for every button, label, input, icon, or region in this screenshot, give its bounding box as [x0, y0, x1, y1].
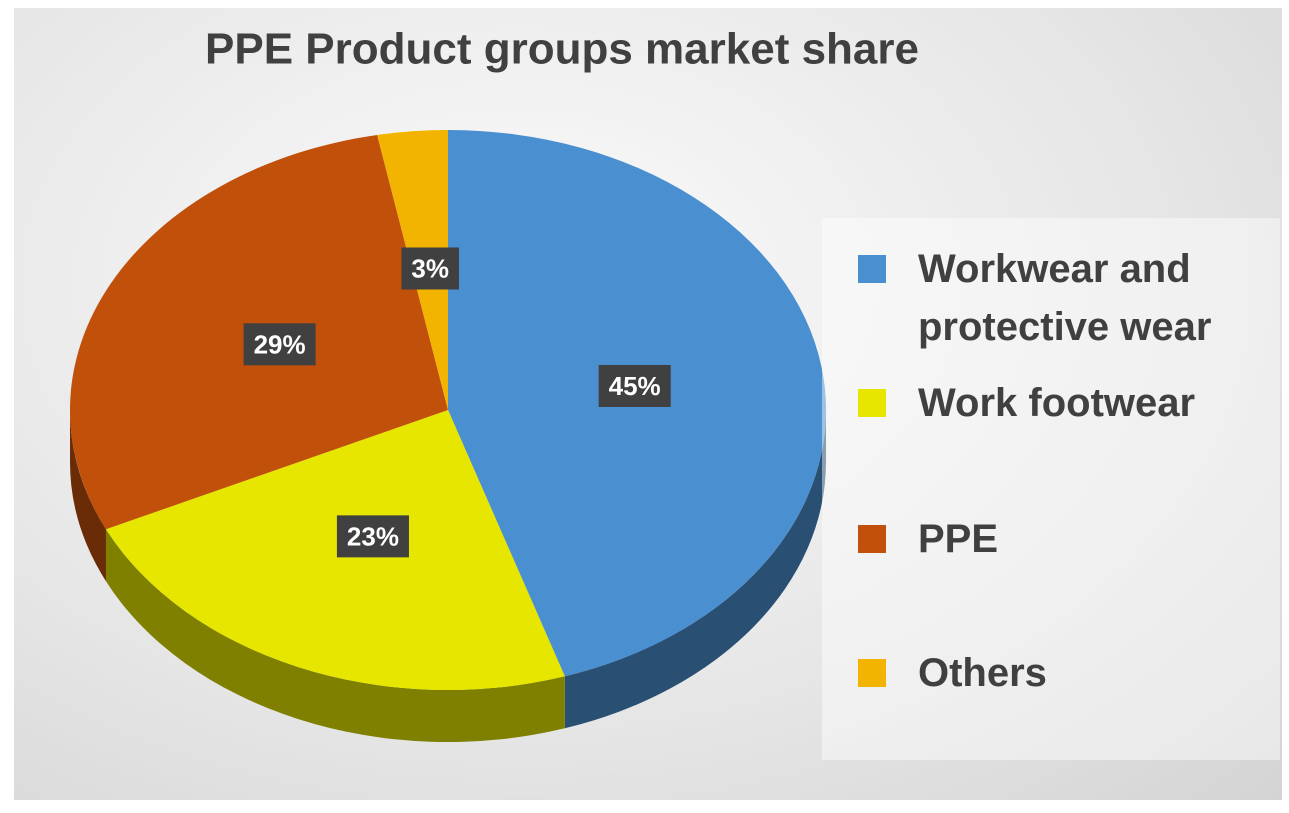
- data-label-box: [401, 247, 460, 290]
- data-label: 45%: [598, 364, 671, 407]
- legend-swatch: [858, 389, 886, 417]
- slice-side: [564, 410, 826, 729]
- legend-label: Workwear and protective wear: [918, 247, 1212, 349]
- data-label-text: 23%: [347, 521, 399, 551]
- data-label-box: [598, 364, 671, 407]
- data-label: 3%: [401, 247, 460, 290]
- legend-swatch: [858, 525, 886, 553]
- data-label-text: 3%: [411, 253, 449, 283]
- slice: [105, 410, 565, 690]
- legend-label: Others: [918, 651, 1047, 695]
- chart-title: PPE Product groups market share: [205, 25, 919, 74]
- data-label: 29%: [243, 323, 316, 366]
- legend-label: PPE: [918, 517, 999, 561]
- legend-label: Work footwear: [918, 381, 1196, 425]
- data-label-text: 29%: [254, 329, 306, 359]
- legend: Workwear and protective wear Work footwea…: [822, 218, 1280, 760]
- data-label-text: 45%: [609, 371, 661, 401]
- slice-side: [70, 410, 106, 582]
- legend-swatch: [858, 659, 886, 687]
- data-label: 23%: [336, 515, 409, 558]
- legend-swatch: [858, 255, 886, 283]
- data-label-box: [336, 515, 409, 558]
- data-label-box: [243, 323, 316, 366]
- slice-side: [105, 529, 565, 742]
